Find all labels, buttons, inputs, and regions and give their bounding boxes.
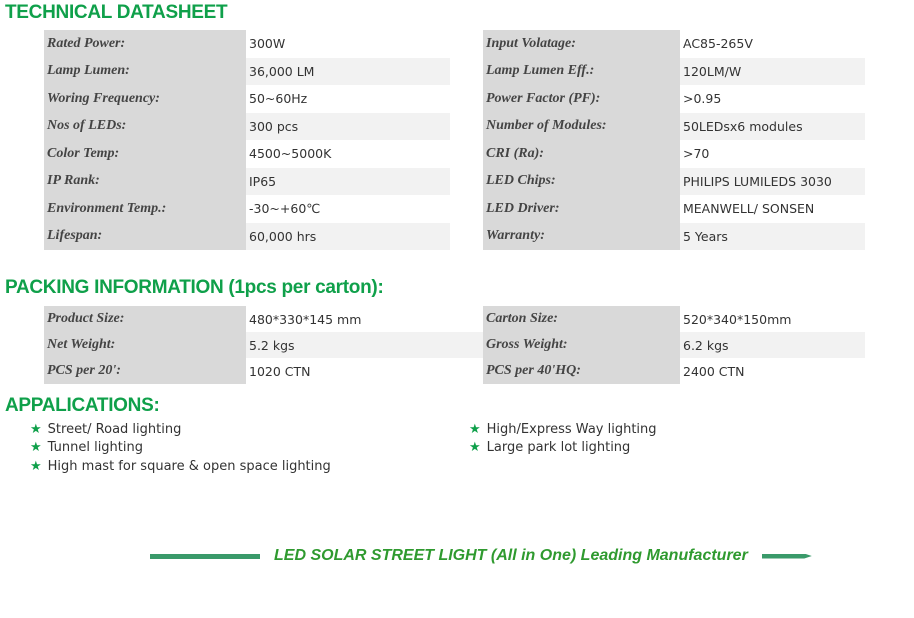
list-item: ★ Tunnel lighting <box>30 439 331 458</box>
spec-value: 5.2 kgs <box>246 332 485 358</box>
spec-label: IP Rank: <box>44 167 246 195</box>
list-item-label: Tunnel lighting <box>47 440 143 456</box>
spec-value: 50LEDsx6 modules <box>680 112 865 140</box>
spec-label: PCS per 40'HQ: <box>483 358 680 384</box>
spec-value: 50~60Hz <box>249 91 308 107</box>
spec-value: 300 pcs <box>246 112 450 140</box>
spec-label: Lamp Lumen: <box>44 57 246 85</box>
banner-arrow <box>761 553 812 559</box>
tech-table-right: Input Volatage: AC85-265V Lamp Lumen Eff.:… <box>483 30 865 250</box>
list-item: ★ High/Express Way lighting <box>469 420 657 439</box>
spec-label: LED Driver: <box>483 195 680 223</box>
spec-value: 6.2 kgs <box>680 332 865 358</box>
spec-label: Environment Temp.: <box>44 195 246 223</box>
spec-label: Woring Frequency: <box>44 85 246 113</box>
tech-title: TECHNICAL DATASHEET <box>5 2 228 23</box>
spec-value: 120LM/W <box>680 57 865 85</box>
spec-value: -30~+60℃ <box>249 201 321 217</box>
list-item-label: High mast for square & open space lighti… <box>47 458 331 474</box>
spec-value: 2400 CTN <box>683 363 745 379</box>
list-item: ★ Large park lot lighting <box>469 439 657 458</box>
applications-list-right: ★ High/Express Way lighting ★ Large park lo… <box>469 420 657 457</box>
spec-label: Nos of LEDs: <box>44 112 246 140</box>
star-icon: ★ <box>469 421 481 437</box>
spec-value: IP65 <box>246 167 450 195</box>
spec-value: >0.95 <box>683 91 722 107</box>
spec-value: 480*330*145 mm <box>249 311 362 327</box>
star-icon: ★ <box>469 440 481 456</box>
packing-table-right: Carton Size: 520*340*150mm Gross Weight: 6.… <box>483 306 865 384</box>
star-icon: ★ <box>30 440 42 456</box>
spec-label: Carton Size: <box>483 306 680 332</box>
banner-line-left <box>150 553 260 559</box>
spec-label: CRI (Ra): <box>483 140 680 168</box>
spec-value: 4500~5000K <box>249 146 332 162</box>
banner: LED SOLAR STREET LIGHT (All in One) Lead… <box>150 541 865 571</box>
spec-label: Power Factor (PF): <box>483 85 680 113</box>
spec-label: PCS per 20': <box>44 358 246 384</box>
spec-label: Lamp Lumen Eff.: <box>483 57 680 85</box>
spec-label: Warranty: <box>483 222 680 250</box>
list-item: ★ High mast for square & open space light… <box>30 457 331 476</box>
spec-value: >70 <box>683 146 710 162</box>
spec-label: Lifespan: <box>44 222 246 250</box>
spec-value: 5 Years <box>680 222 865 250</box>
banner-text: LED SOLAR STREET LIGHT (All in One) Lead… <box>274 547 748 564</box>
spec-label: Color Temp: <box>44 140 246 168</box>
spec-value: 60,000 hrs <box>246 222 450 250</box>
star-icon: ★ <box>30 458 42 474</box>
applications-list-left: ★ Street/ Road lighting ★ Tunnel lighting ★ H… <box>30 420 331 476</box>
spec-value: 1020 CTN <box>249 363 311 379</box>
list-item-label: High/Express Way lighting <box>486 421 657 437</box>
spec-label: Number of Modules: <box>483 112 680 140</box>
list-item: ★ Street/ Road lighting <box>30 420 331 439</box>
spec-value: 36,000 LM <box>246 57 450 85</box>
packing-table-left: Product Size: 480*330*145 mm Net Weight: 5.… <box>44 306 485 384</box>
applications-title: APPALICATIONS: <box>5 395 160 416</box>
spec-label: Gross Weight: <box>483 332 680 358</box>
list-item-label: Street/ Road lighting <box>47 421 182 437</box>
tech-table-left: Rated Power: 300W Lamp Lumen: 36,000 LM Wori… <box>44 30 450 250</box>
packing-title: PACKING INFORMATION (1pcs per carton): <box>5 277 384 298</box>
spec-value: 520*340*150mm <box>683 311 792 327</box>
spec-label: LED Chips: <box>483 167 680 195</box>
spec-value: PHILIPS LUMILEDS 3030 <box>680 167 865 195</box>
spec-value: MEANWELL/ SONSEN <box>683 201 815 217</box>
spec-value: AC85-265V <box>683 36 753 52</box>
spec-value: 300W <box>249 36 286 52</box>
spec-label: Net Weight: <box>44 332 246 358</box>
star-icon: ★ <box>30 421 42 437</box>
spec-label: Input Volatage: <box>483 30 680 58</box>
spec-label: Rated Power: <box>44 30 246 58</box>
list-item-label: Large park lot lighting <box>486 440 631 456</box>
spec-label: Product Size: <box>44 306 246 332</box>
